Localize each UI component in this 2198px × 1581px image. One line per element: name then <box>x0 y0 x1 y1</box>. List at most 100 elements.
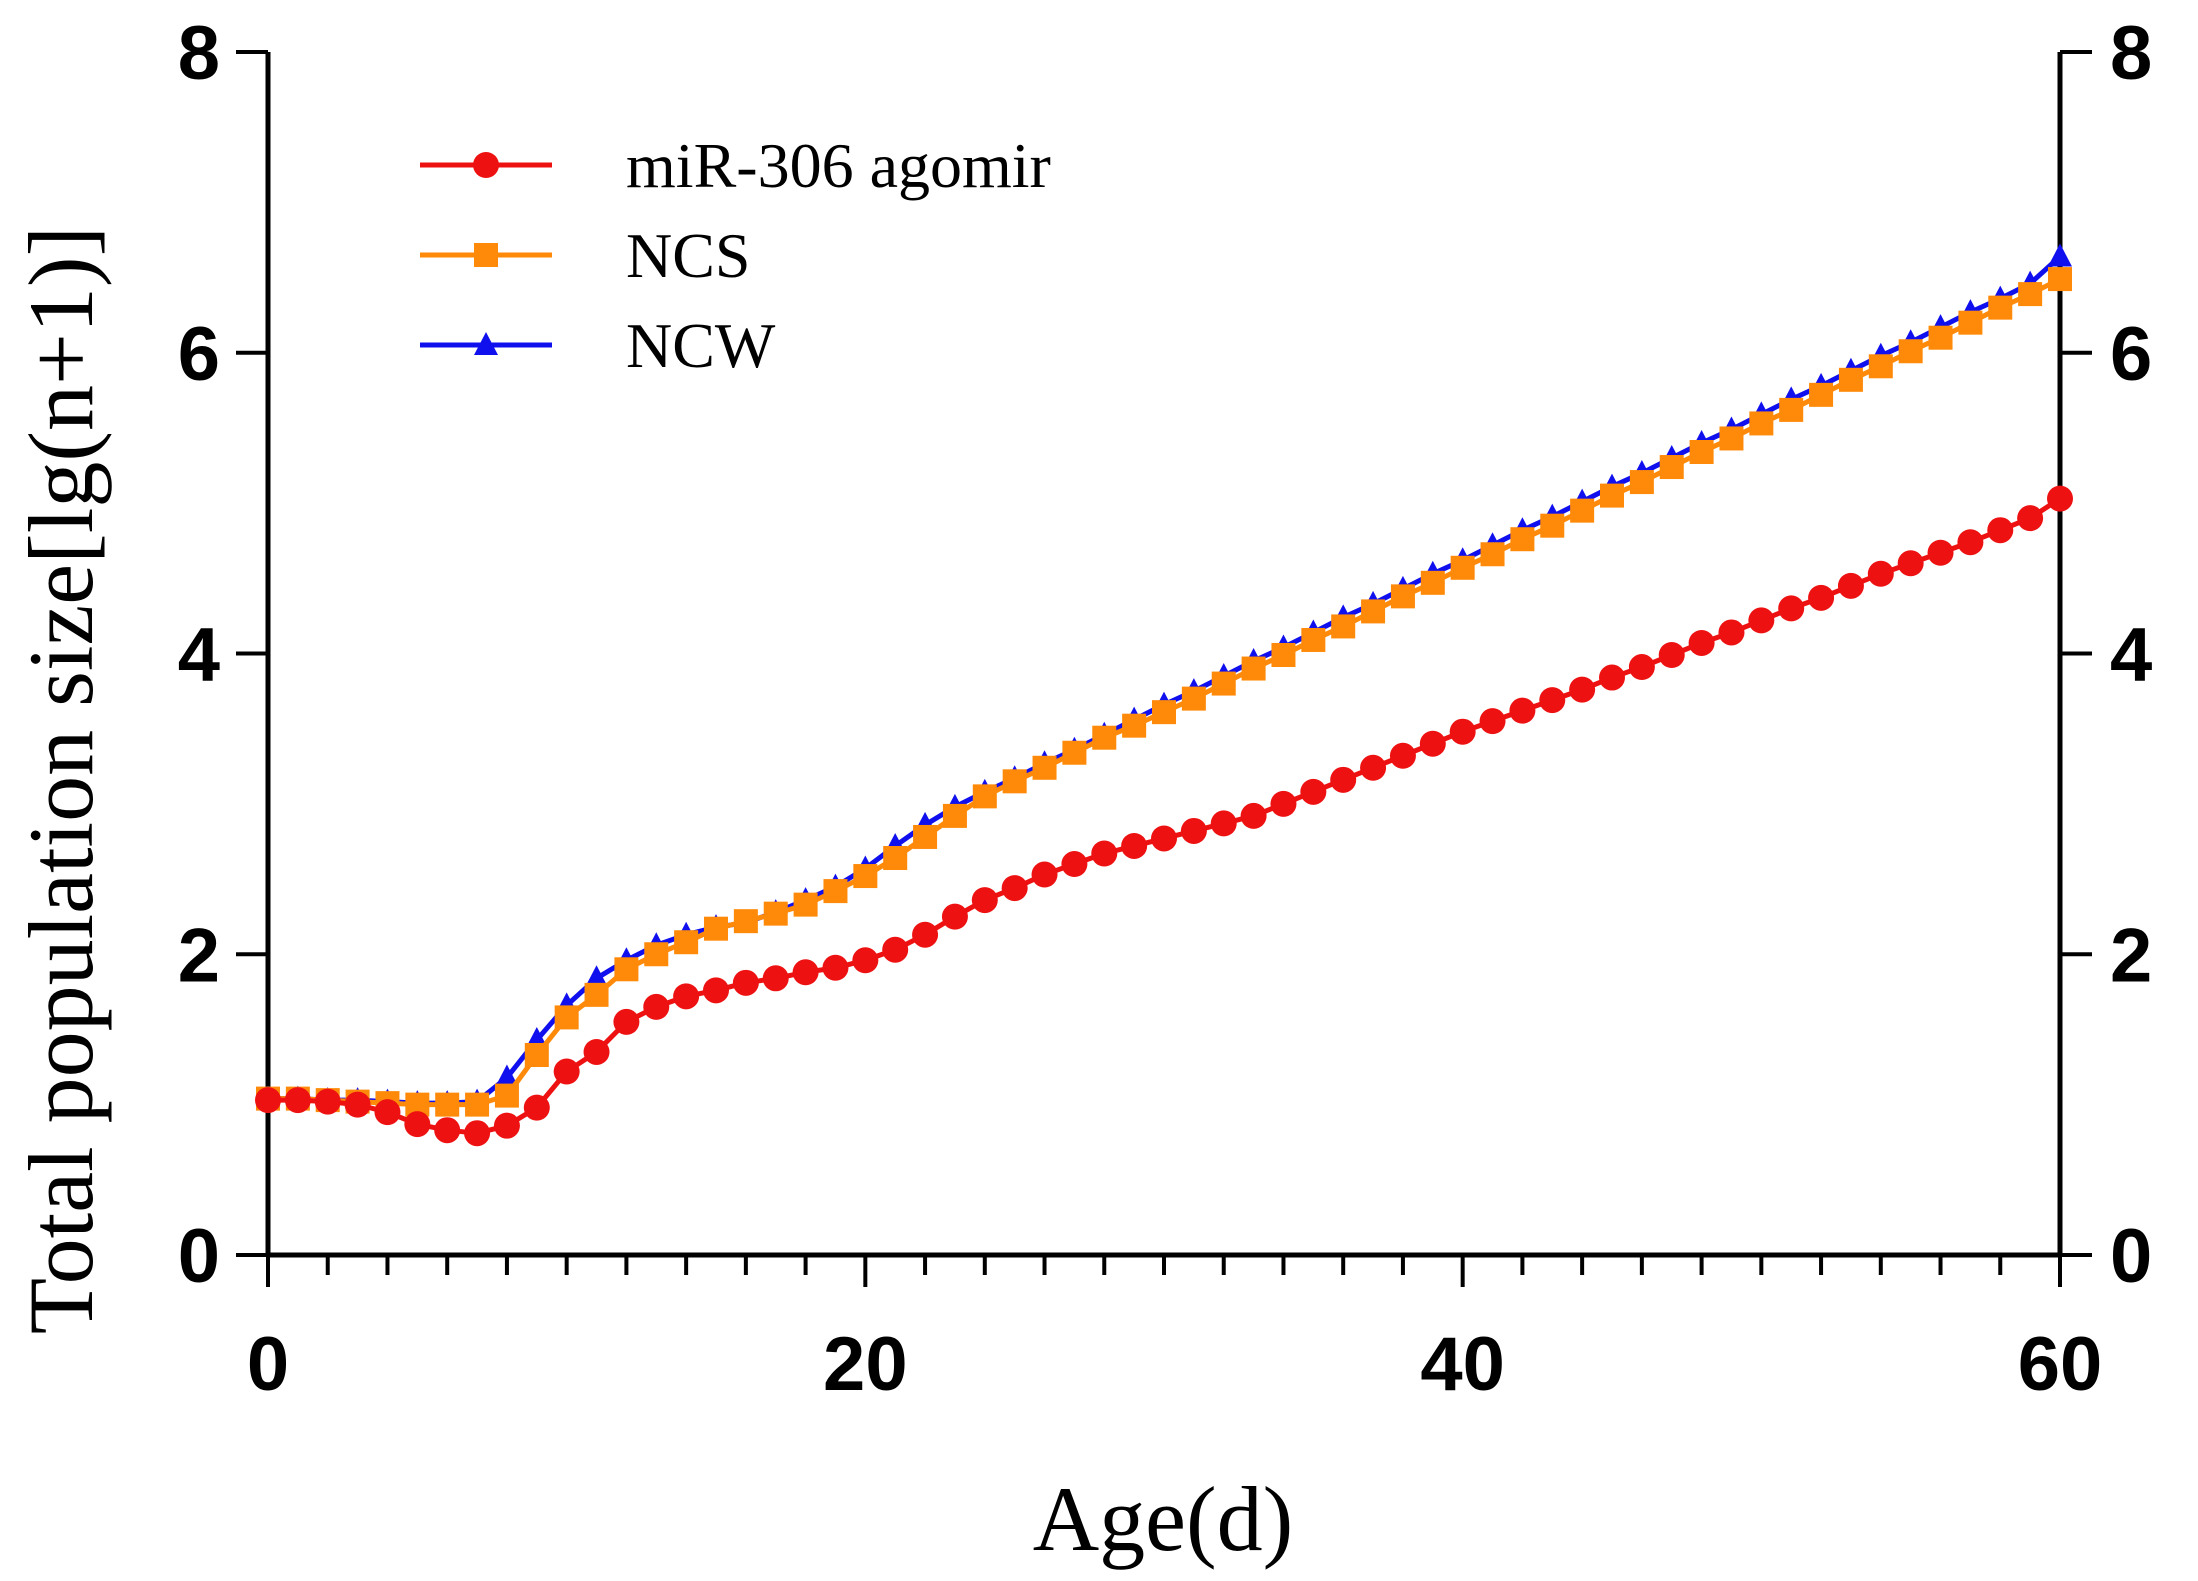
data-point <box>1689 439 1714 464</box>
data-point <box>1031 861 1058 888</box>
data-point <box>1659 455 1684 480</box>
data-point <box>1749 411 1774 436</box>
data-point <box>1480 542 1505 567</box>
data-point <box>1241 656 1266 681</box>
y-axis-ticks: 0 0 2 2 4 4 6 6 8 8 <box>178 11 2153 1299</box>
data-point <box>1570 498 1595 523</box>
data-point <box>1420 570 1445 595</box>
data-point <box>732 969 759 996</box>
data-point <box>255 1087 281 1114</box>
data-point <box>524 1043 549 1068</box>
data-point <box>763 901 788 926</box>
series-layer <box>255 243 2073 1147</box>
data-point <box>823 879 848 904</box>
data-point <box>942 803 967 828</box>
data-point <box>314 1088 341 1115</box>
data-point <box>1809 382 1834 407</box>
legend-marker <box>474 332 498 355</box>
data-point <box>1001 875 1028 902</box>
data-point <box>1838 367 1863 392</box>
data-point <box>1389 742 1416 769</box>
legend-label: miR-306 agomir <box>626 130 1051 201</box>
data-point <box>913 824 938 849</box>
data-point <box>1091 840 1118 867</box>
data-point <box>1002 769 1027 794</box>
y-left-tick-label: 8 <box>178 11 220 96</box>
data-point <box>1688 629 1715 656</box>
data-point <box>2047 485 2073 512</box>
data-point <box>882 936 909 963</box>
legend: miR-306 agomir NCS NCW <box>420 130 1051 381</box>
data-point <box>1032 755 1057 780</box>
y-axis-title: Total population size[lg(n+1)] <box>10 226 112 1334</box>
data-point <box>1152 700 1176 725</box>
data-point <box>793 892 818 917</box>
data-point <box>435 1092 460 1117</box>
data-point <box>1540 513 1565 538</box>
data-point <box>1928 325 1953 350</box>
data-point <box>1121 832 1148 859</box>
data-point <box>1479 708 1506 735</box>
y-left-tick-label: 0 <box>178 1214 220 1299</box>
data-point <box>2048 243 2072 267</box>
data-point <box>2017 505 2044 532</box>
data-point <box>1628 654 1655 681</box>
data-point <box>1300 778 1327 805</box>
series-mir-306-agomir <box>255 485 2073 1147</box>
legend-item: NCW <box>420 310 776 381</box>
data-point <box>1210 810 1237 837</box>
data-point <box>792 959 819 986</box>
data-point <box>1270 790 1297 817</box>
data-point <box>704 916 728 941</box>
x-tick-label: 60 <box>2018 1322 2103 1407</box>
data-point <box>1330 766 1357 793</box>
data-point <box>1778 595 1805 622</box>
data-point <box>1450 555 1475 580</box>
data-point <box>344 1091 371 1118</box>
series-line <box>268 254 2062 1106</box>
data-point <box>1629 470 1654 495</box>
data-point <box>1449 718 1476 745</box>
y-left-tick-label: 2 <box>178 913 220 998</box>
data-point <box>2018 282 2043 307</box>
data-point <box>673 983 700 1010</box>
data-point <box>1151 825 1177 852</box>
data-point <box>1092 725 1117 750</box>
series-ncw <box>256 243 2072 1114</box>
data-point <box>374 1099 401 1126</box>
data-point <box>733 909 758 934</box>
data-point <box>1181 686 1206 711</box>
data-point <box>464 1120 491 1147</box>
data-point <box>465 1092 490 1117</box>
data-point <box>284 1087 311 1114</box>
data-point <box>1658 642 1685 669</box>
data-point <box>1419 730 1446 757</box>
x-tick-label: 20 <box>823 1322 908 1407</box>
data-point <box>614 957 639 982</box>
data-point <box>1718 619 1745 646</box>
legend-item: miR-306 agomir <box>420 130 1051 201</box>
data-point <box>644 942 669 967</box>
legend-label: NCW <box>626 310 776 381</box>
data-point <box>643 993 670 1020</box>
data-point <box>1867 560 1894 587</box>
data-point <box>523 1094 550 1121</box>
data-point <box>554 1005 579 1030</box>
y-right-tick-label: 2 <box>2110 913 2152 998</box>
data-point <box>613 1008 640 1035</box>
data-point <box>852 947 879 974</box>
y-left-tick-label: 4 <box>178 613 220 698</box>
y-right-tick-label: 8 <box>2110 11 2152 96</box>
legend-item: NCS <box>420 220 751 291</box>
data-point <box>1599 664 1625 691</box>
data-point <box>972 784 997 809</box>
data-point <box>2048 267 2072 292</box>
data-point <box>1927 539 1954 566</box>
data-point <box>1779 397 1804 422</box>
x-tick-label: 0 <box>247 1322 289 1407</box>
y-right-tick-label: 6 <box>2110 312 2152 397</box>
x-axis-ticks: 0 20 40 60 <box>247 1255 2102 1407</box>
data-point <box>853 864 878 889</box>
data-point <box>1868 354 1893 379</box>
data-point <box>1897 550 1924 577</box>
